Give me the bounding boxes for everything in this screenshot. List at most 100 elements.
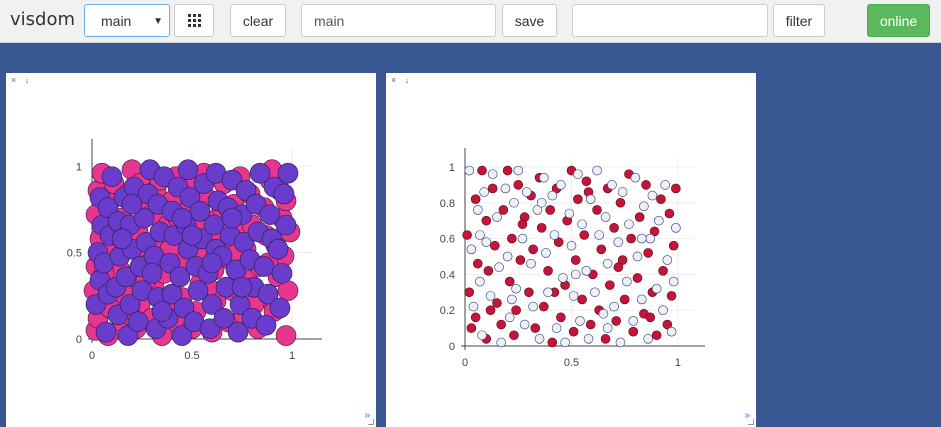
scatter-point-series-2 — [177, 159, 199, 181]
environment-select-value: main — [101, 12, 132, 29]
expand-icon[interactable]: » — [744, 410, 750, 421]
filter-input[interactable] — [572, 4, 768, 37]
scatter-point-series-1 — [502, 165, 513, 176]
scatter-point-series-1 — [545, 205, 555, 215]
scatter-point-series-2 — [590, 287, 600, 298]
scatter-point-series-2 — [538, 172, 549, 183]
scatter-point-series-2 — [660, 180, 670, 190]
scatter-point-series-2 — [201, 294, 223, 315]
y-tick-label: 0 — [76, 334, 82, 346]
expand-icon[interactable]: » — [364, 410, 370, 421]
scatter-point-series-2 — [521, 187, 532, 197]
scatter-point-series-2 — [504, 312, 515, 323]
scatter-point-series-1 — [596, 244, 607, 255]
view-grid-button[interactable] — [174, 4, 214, 37]
scatter-point-series-2 — [509, 197, 519, 208]
scatter-point-series-2 — [645, 233, 656, 244]
scatter-point-series-2 — [622, 276, 632, 287]
plot-pane-2[interactable]: × ↓ 0 0.2 0.4 0.6 0.8 1 0 0.5 1 » — [386, 73, 756, 427]
pane-controls[interactable]: × ↓ — [391, 75, 413, 85]
connection-status-button[interactable]: online — [867, 4, 930, 37]
scatter-point-series-2 — [201, 252, 223, 274]
scatter-point-series-2 — [199, 318, 221, 339]
scatter-point-series-2 — [464, 165, 475, 176]
scatter-point-series-2 — [161, 283, 183, 305]
save-button[interactable]: save — [502, 4, 557, 37]
scatter-point-series-2 — [609, 301, 619, 312]
scatter-point-series-1 — [536, 223, 547, 233]
x-tick-label: 0.5 — [184, 350, 199, 362]
plot-pane-1[interactable]: × ↓ 0 0.5 1 0 0.5 1 » — [6, 73, 376, 427]
scatter-point-series-2 — [630, 172, 641, 183]
scatter-point-series-1 — [504, 276, 515, 287]
scatter-point-series-1 — [470, 312, 481, 323]
navbar: visdom main ▼ clear main save filter onl… — [0, 0, 941, 43]
y-tick-label: 1 — [449, 162, 455, 174]
scatter-point-series-2 — [481, 237, 492, 247]
scatter-point-series-2 — [513, 165, 524, 176]
scatter-point-series-2 — [507, 294, 517, 305]
scatter-point-series-2 — [639, 201, 649, 212]
scatter-point-series-2 — [543, 287, 553, 298]
filter-button[interactable]: filter — [773, 4, 825, 37]
pane-controls[interactable]: × ↓ — [11, 75, 33, 85]
scatter-point-series-2 — [594, 230, 604, 240]
scatter-point-series-2 — [592, 165, 602, 176]
scatter-point-series-1 — [651, 330, 662, 341]
scatter-point-series-2 — [526, 258, 536, 269]
scatter-point-series-2 — [227, 321, 249, 343]
resize-handle-icon[interactable] — [368, 419, 374, 425]
scatter-point-series-2 — [500, 183, 511, 194]
scatter-point-series-2 — [213, 307, 235, 329]
scatter-chart-2: 0 0.2 0.4 0.6 0.8 1 0 0.5 1 — [440, 148, 705, 369]
scatter-point-series-2 — [570, 269, 581, 280]
scatter-point-series-1 — [477, 165, 487, 176]
scatter-point-series-2 — [492, 212, 502, 222]
x-tick-label: 0.5 — [564, 357, 579, 369]
scatter-point-series-2 — [647, 190, 658, 201]
scatter-point-series-1 — [275, 325, 297, 346]
scatter-point-series-2 — [127, 311, 149, 333]
scatter-point-series-2 — [121, 193, 143, 215]
scatter-point-series-2 — [517, 233, 528, 244]
scatter-point-series-1 — [553, 237, 564, 247]
scatter-chart-1: 0 0.5 1 0 0.5 1 — [67, 139, 322, 362]
scatter-point-series-1 — [656, 194, 666, 204]
scatter-point-series-2 — [169, 266, 191, 288]
environment-name-input[interactable]: main — [301, 4, 496, 37]
y-tick-label: 0.8 — [440, 198, 455, 210]
scatter-point-series-2 — [245, 193, 267, 215]
scatter-point-series-2 — [171, 325, 193, 346]
scatter-point-series-1 — [462, 230, 472, 240]
scatter-point-series-1 — [671, 183, 681, 194]
scatter-point-series-2 — [181, 225, 203, 246]
resize-handle-icon[interactable] — [748, 419, 754, 425]
scatter-point-series-2 — [95, 321, 117, 343]
scatter-point-series-2 — [187, 280, 209, 301]
scatter-point-series-1 — [573, 194, 583, 204]
clear-button[interactable]: clear — [230, 4, 286, 37]
scatter-point-series-2 — [475, 230, 485, 240]
scatter-point-series-1 — [634, 212, 645, 222]
environment-select[interactable]: main ▼ — [84, 4, 170, 37]
scatter-point-series-2 — [267, 238, 289, 260]
scatter-point-series-2 — [153, 166, 175, 187]
scatter-point-series-1 — [492, 298, 502, 308]
scatter-point-series-2 — [277, 162, 299, 184]
scatter-point-series-1 — [515, 255, 526, 265]
scatter-point-series-1 — [632, 273, 643, 283]
scatter-point-series-1 — [464, 287, 475, 298]
scatter-point-series-2 — [658, 305, 668, 315]
scatter-point-series-2 — [581, 266, 592, 276]
scatter-point-series-2 — [549, 230, 560, 240]
scatter-point-series-1 — [649, 226, 660, 237]
scatter-point-series-1 — [643, 248, 653, 258]
scatter-point-series-2 — [502, 251, 513, 262]
scatter-point-series-2 — [133, 207, 155, 229]
scatter-point-series-1 — [658, 266, 668, 276]
scatter-point-series-2 — [564, 208, 575, 219]
x-tick-label: 0 — [462, 357, 468, 369]
scatter-point-series-2 — [547, 190, 558, 201]
scatter-point-series-1 — [547, 337, 558, 348]
scatter-point-series-1 — [615, 197, 626, 208]
